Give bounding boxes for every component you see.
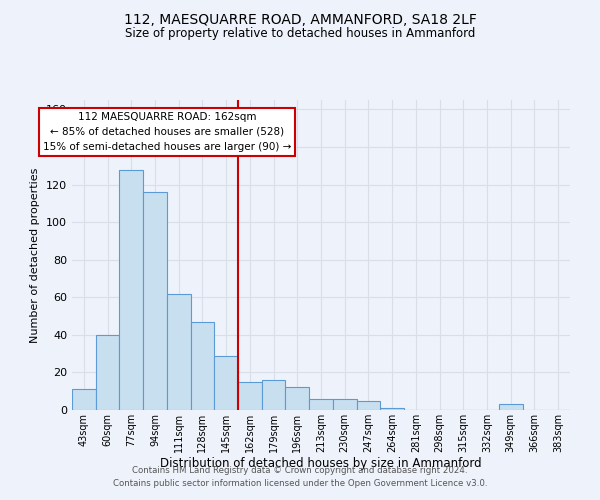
Bar [286,388,309,410]
Text: Distribution of detached houses by size in Ammanford: Distribution of detached houses by size … [160,457,482,470]
Bar [499,404,523,410]
Text: Size of property relative to detached houses in Ammanford: Size of property relative to detached ho… [125,28,475,40]
Text: 112, MAESQUARRE ROAD, AMMANFORD, SA18 2LF: 112, MAESQUARRE ROAD, AMMANFORD, SA18 2L… [124,12,476,26]
Bar [72,390,96,410]
Bar [262,380,286,410]
Bar [309,398,333,410]
Y-axis label: Number of detached properties: Number of detached properties [31,168,40,342]
Bar [333,398,356,410]
Text: Contains HM Land Registry data © Crown copyright and database right 2024.
Contai: Contains HM Land Registry data © Crown c… [113,466,487,487]
Bar [238,382,262,410]
Bar [119,170,143,410]
Text: 112 MAESQUARRE ROAD: 162sqm
← 85% of detached houses are smaller (528)
15% of se: 112 MAESQUARRE ROAD: 162sqm ← 85% of det… [43,112,291,152]
Bar [167,294,191,410]
Bar [143,192,167,410]
Bar [214,356,238,410]
Bar [191,322,214,410]
Bar [356,400,380,410]
Bar [96,335,119,410]
Bar [380,408,404,410]
